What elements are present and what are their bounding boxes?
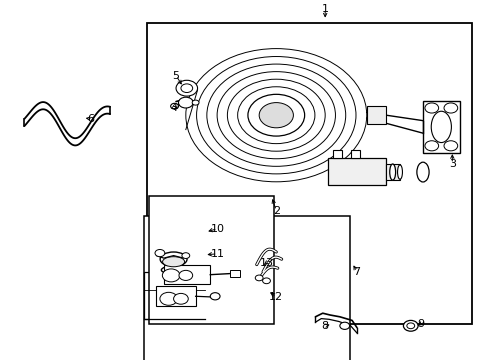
Circle shape bbox=[406, 323, 414, 329]
Circle shape bbox=[339, 322, 349, 329]
Ellipse shape bbox=[160, 252, 186, 266]
Bar bbox=[144, 272, 168, 319]
Circle shape bbox=[424, 141, 438, 151]
Circle shape bbox=[443, 103, 457, 113]
Bar bbox=[146, 23, 471, 324]
Bar bbox=[163, 265, 210, 284]
Text: 10: 10 bbox=[210, 224, 224, 234]
Text: 8: 8 bbox=[321, 321, 328, 331]
Bar bbox=[350, 150, 359, 158]
Text: 5: 5 bbox=[172, 71, 179, 81]
Circle shape bbox=[179, 270, 192, 280]
Bar bbox=[156, 286, 195, 306]
Bar bbox=[144, 216, 349, 360]
Bar bbox=[169, 275, 204, 311]
Ellipse shape bbox=[162, 257, 184, 267]
Circle shape bbox=[403, 320, 417, 331]
Circle shape bbox=[155, 249, 164, 257]
Circle shape bbox=[255, 275, 263, 281]
Circle shape bbox=[173, 293, 188, 304]
Bar bbox=[422, 101, 459, 153]
Circle shape bbox=[181, 84, 192, 93]
Circle shape bbox=[170, 103, 178, 109]
Text: 12: 12 bbox=[269, 292, 283, 302]
Text: 3: 3 bbox=[448, 159, 455, 169]
Circle shape bbox=[206, 64, 345, 166]
Circle shape bbox=[196, 57, 355, 174]
Text: 1: 1 bbox=[321, 4, 328, 14]
Circle shape bbox=[227, 79, 325, 151]
Circle shape bbox=[217, 72, 335, 159]
Circle shape bbox=[162, 269, 180, 282]
Bar bbox=[327, 158, 386, 185]
Circle shape bbox=[210, 293, 220, 300]
Bar bbox=[229, 270, 239, 277]
Text: 6: 6 bbox=[87, 114, 94, 124]
Text: 11: 11 bbox=[210, 249, 224, 259]
Circle shape bbox=[176, 80, 197, 96]
Circle shape bbox=[185, 49, 366, 182]
Ellipse shape bbox=[389, 164, 395, 180]
Bar bbox=[149, 196, 273, 324]
Circle shape bbox=[182, 253, 189, 258]
Text: 7: 7 bbox=[353, 267, 360, 277]
Text: 4: 4 bbox=[170, 103, 177, 113]
Ellipse shape bbox=[163, 270, 183, 275]
Bar bbox=[386, 164, 399, 180]
Circle shape bbox=[192, 100, 199, 105]
Text: 13: 13 bbox=[259, 258, 273, 268]
Ellipse shape bbox=[430, 111, 450, 143]
Bar bbox=[366, 106, 386, 124]
Circle shape bbox=[262, 278, 270, 284]
Circle shape bbox=[178, 97, 193, 108]
Circle shape bbox=[247, 94, 304, 136]
Circle shape bbox=[160, 292, 177, 305]
Bar bbox=[333, 150, 342, 158]
Text: 9: 9 bbox=[416, 319, 423, 329]
Circle shape bbox=[237, 87, 314, 144]
Ellipse shape bbox=[416, 162, 428, 182]
Ellipse shape bbox=[161, 266, 185, 274]
Circle shape bbox=[424, 103, 438, 113]
Circle shape bbox=[443, 141, 457, 151]
Circle shape bbox=[259, 103, 293, 128]
Ellipse shape bbox=[397, 165, 402, 179]
Text: 2: 2 bbox=[272, 206, 279, 216]
